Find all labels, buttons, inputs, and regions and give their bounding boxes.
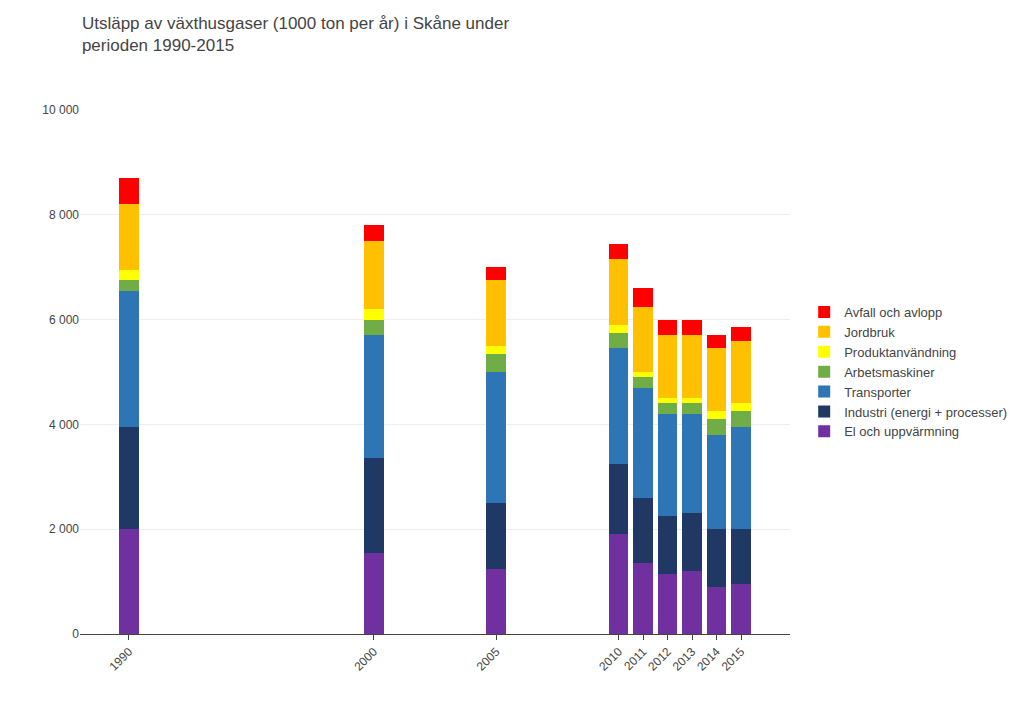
svg-text:Avfall och avlopp: Avfall och avlopp [844,305,942,320]
svg-text:Arbetsmaskiner: Arbetsmaskiner [844,365,935,380]
svg-text:2011: 2011 [621,645,649,673]
svg-text:6 000: 6 000 [49,313,79,327]
svg-text:Produktanvändning: Produktanvändning [844,345,956,360]
svg-text:2012: 2012 [645,645,674,674]
svg-text:2000: 2000 [351,645,380,674]
svg-text:10 000: 10 000 [42,103,79,117]
svg-text:2015: 2015 [719,645,748,674]
svg-text:8 000: 8 000 [49,208,79,222]
svg-text:2010: 2010 [596,645,625,674]
svg-text:2014: 2014 [694,645,723,674]
svg-text:Industri (energi + processer): Industri (energi + processer) [844,405,1007,420]
svg-text:Utsläpp av växthusgaser (1000: Utsläpp av växthusgaser (1000 ton per år… [82,14,509,55]
svg-text:2013: 2013 [670,645,699,674]
svg-text:Jordbruk: Jordbruk [844,325,895,340]
svg-text:0: 0 [72,627,79,641]
svg-text:2 000: 2 000 [49,522,79,536]
svg-text:Transporter: Transporter [844,385,911,400]
svg-text:1990: 1990 [107,645,136,674]
svg-text:2005: 2005 [474,645,503,674]
svg-text:4 000: 4 000 [49,418,79,432]
svg-text:El och uppvärmning: El och uppvärmning [844,424,959,439]
